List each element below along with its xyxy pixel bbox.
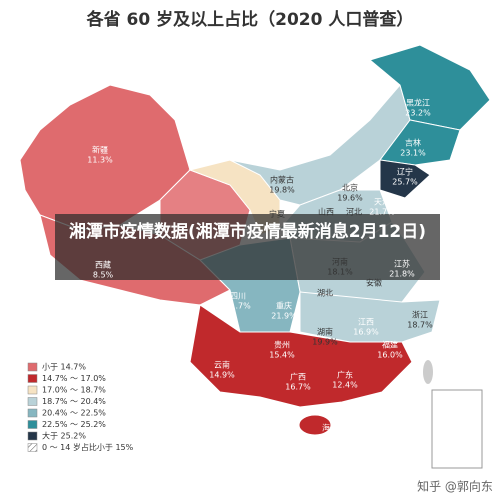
province-value: 18.7% bbox=[407, 321, 433, 330]
province-name: 辽宁 bbox=[397, 167, 413, 177]
legend-swatch bbox=[27, 385, 38, 395]
province-name: 云南 bbox=[214, 360, 230, 370]
province-name: 河北 bbox=[346, 207, 362, 217]
province-name: 江西 bbox=[358, 318, 374, 327]
province-name: 广东 bbox=[337, 370, 353, 380]
province-value: 21.9% bbox=[271, 312, 297, 321]
province-name: 海南 bbox=[322, 423, 338, 433]
overlay-band bbox=[55, 214, 440, 280]
province-name: 山西 bbox=[318, 207, 334, 217]
legend-swatch bbox=[27, 408, 38, 418]
province-name: 天津 bbox=[374, 197, 390, 207]
province-value: 21.7% bbox=[369, 208, 395, 217]
province-name: 湖北 bbox=[317, 289, 333, 298]
legend-swatch bbox=[27, 420, 38, 429]
province-value: 14.7% bbox=[317, 434, 343, 443]
province-value: 23.4% bbox=[419, 291, 445, 300]
watermark: 知乎 @郭向东 bbox=[417, 479, 493, 494]
province-value: 19.8% bbox=[269, 186, 295, 195]
legend-label: 20.4% ～ 22.5% bbox=[42, 409, 106, 418]
legend: 小于 14.7% 14.7% ～ 17.0% 17.0% ～ 18.7% 18.7% … bbox=[27, 362, 134, 452]
province-value: 23.2% bbox=[405, 109, 431, 118]
province-value: 21.7% bbox=[225, 302, 251, 311]
province-name: 西藏 bbox=[95, 260, 111, 270]
province-name: 湖南 bbox=[317, 327, 333, 337]
legend-label: 大于 25.2% bbox=[42, 431, 86, 441]
title: 各省 60 岁及以上占比（2020 人口普查） bbox=[86, 9, 414, 30]
province-name: 上海 bbox=[424, 280, 440, 290]
province-name: 安徽 bbox=[366, 278, 382, 288]
province-name: 重庆 bbox=[276, 301, 292, 311]
province-value: 19.9% bbox=[312, 338, 338, 347]
legend-swatch bbox=[27, 431, 38, 441]
province-name: 北京 bbox=[342, 183, 358, 193]
province-name: 宁夏 bbox=[269, 209, 285, 219]
legend-label: 小于 14.7% bbox=[42, 363, 86, 372]
province-name: 广西 bbox=[290, 372, 306, 382]
province-name: 江苏 bbox=[394, 259, 410, 269]
province-value: 16.0% bbox=[377, 351, 403, 360]
province-name: 内蒙古 bbox=[270, 175, 294, 185]
province-value: 11.3% bbox=[87, 156, 113, 165]
province-value: 16.7% bbox=[285, 383, 311, 392]
province-name: 贵州 bbox=[274, 340, 290, 350]
province-value: 15.4% bbox=[269, 351, 295, 360]
overlay-text: 湘潭市疫情数据(湘潭市疫情最新消息2月12日) bbox=[68, 222, 427, 242]
legend-swatch bbox=[27, 443, 38, 452]
province-name: 新疆 bbox=[92, 145, 108, 155]
legend-swatch bbox=[27, 397, 38, 406]
province-name: 四川 bbox=[230, 292, 246, 301]
legend-label: 18.7% ～ 20.4% bbox=[42, 397, 106, 406]
province-value: 25.7% bbox=[392, 178, 418, 187]
province-value: 8.5% bbox=[93, 271, 114, 280]
legend-label: 0 ～ 14 岁占比小于 15% bbox=[42, 442, 134, 452]
legend-label: 14.7% ～ 17.0% bbox=[42, 374, 106, 383]
legend-swatch bbox=[27, 374, 38, 383]
province-value: 14.9% bbox=[209, 371, 235, 380]
province-value: 23.1% bbox=[400, 149, 426, 158]
legend-label: 22.5% ～ 25.2% bbox=[42, 420, 106, 429]
province-name: 河南 bbox=[332, 257, 348, 267]
province-name: 黑龙江 bbox=[406, 98, 430, 108]
legend-swatch bbox=[27, 362, 38, 372]
province-name: 吉林 bbox=[405, 138, 421, 148]
legend-label: 17.0% ～ 18.7% bbox=[42, 386, 106, 395]
province-name: 福建 bbox=[382, 340, 398, 350]
province-value: 16.9% bbox=[353, 328, 379, 337]
province-value: 12.4% bbox=[332, 381, 358, 390]
province-name: 浙江 bbox=[412, 310, 428, 320]
overlay-box: 湘潭市疫情数据(湘潭市疫情最新消息2月12日) bbox=[68, 222, 427, 242]
province-value: 21.8% bbox=[389, 270, 415, 279]
province-value: 19.6% bbox=[337, 194, 363, 203]
province-value: 18.1% bbox=[327, 268, 353, 277]
